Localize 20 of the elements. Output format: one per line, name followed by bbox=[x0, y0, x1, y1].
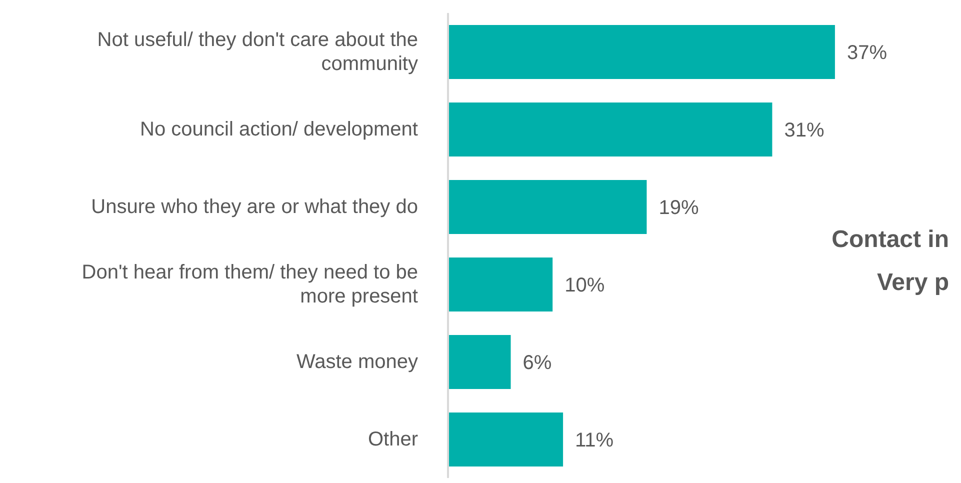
data-label: 10% bbox=[564, 274, 605, 297]
y-tick-label: Not useful/ they don't care about the community bbox=[97, 28, 418, 75]
bar bbox=[448, 25, 835, 79]
bar bbox=[448, 180, 647, 234]
y-tick-label: Unsure who they are or what they do bbox=[91, 196, 418, 218]
y-tick-label: Don't hear from them/ they need to be more present bbox=[82, 261, 418, 308]
bar bbox=[448, 102, 772, 156]
data-label: 6% bbox=[522, 352, 552, 374]
data-label: 19% bbox=[658, 197, 699, 220]
text: Very p bbox=[876, 269, 949, 297]
y-tick-label: Waste money bbox=[296, 350, 418, 373]
y-tick-label: No council action/ development bbox=[140, 118, 418, 140]
data-label: 31% bbox=[784, 120, 824, 142]
y-tick-label: Other bbox=[368, 428, 418, 450]
annotation: Contact in bbox=[832, 226, 949, 254]
bar bbox=[448, 335, 511, 389]
bar bbox=[448, 412, 564, 466]
data-label: 11% bbox=[575, 430, 614, 452]
bar bbox=[448, 258, 553, 312]
data-label: 37% bbox=[846, 42, 888, 64]
